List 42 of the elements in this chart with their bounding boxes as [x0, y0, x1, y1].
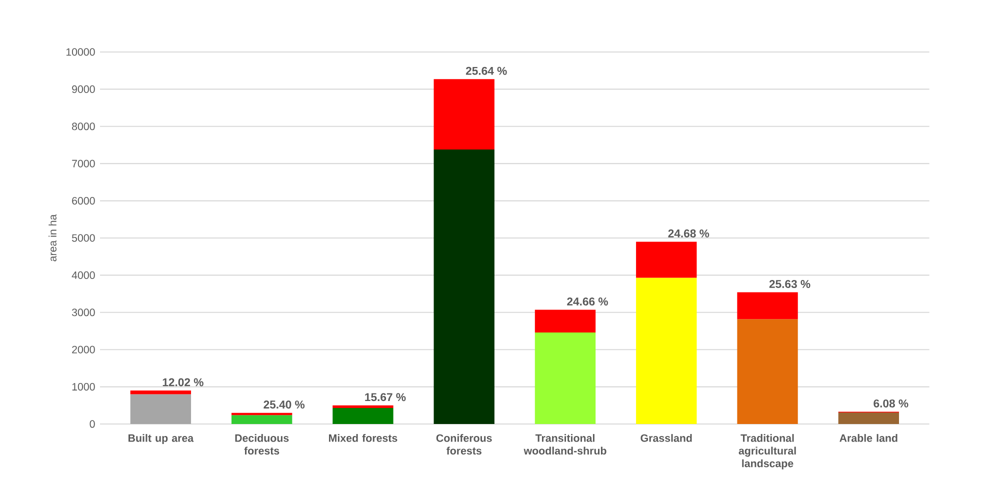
- bar: [534, 332, 596, 424]
- y-tick-label: 6000: [72, 197, 95, 205]
- x-tick-label: Coniferous forests: [436, 434, 492, 455]
- y-tick-label: 0: [90, 420, 95, 428]
- y-tick-label: 7000: [72, 160, 95, 168]
- annotation: 15.67 %: [365, 393, 406, 402]
- annotation: 6.08 %: [874, 399, 908, 408]
- bar: [332, 408, 394, 424]
- bar: [636, 278, 697, 424]
- annotation: 24.66 %: [567, 298, 608, 306]
- bar: [737, 292, 798, 320]
- bar: [130, 394, 192, 424]
- annotation: 24.68 %: [668, 229, 710, 238]
- annotation: 25.63 %: [769, 280, 810, 288]
- x-tick-label: Deciduous forests: [235, 434, 289, 455]
- bar: [838, 412, 899, 424]
- x-tick-label: Grassland: [640, 434, 692, 442]
- annotation: 25.64 %: [466, 66, 507, 75]
- y-tick-label: 8000: [72, 122, 95, 130]
- y-tick-label: 5000: [72, 234, 95, 242]
- y-tick-label: 4000: [72, 271, 95, 279]
- y-tick-label: 1000: [72, 383, 95, 391]
- bar: [434, 79, 494, 150]
- bar: [130, 390, 192, 394]
- bar: [434, 149, 494, 424]
- bar: [332, 405, 394, 408]
- x-tick-label: Transitional woodland-shrub: [524, 434, 606, 455]
- x-tick-label: Arable land: [840, 434, 898, 442]
- bar: [636, 242, 697, 278]
- y-tick-label: 3000: [72, 308, 95, 316]
- annotation: 12.02 %: [162, 378, 204, 386]
- bar: [534, 310, 596, 332]
- annotation: 25.40 %: [264, 400, 305, 409]
- y-tick-label: 2000: [72, 346, 95, 354]
- bar: [231, 415, 292, 424]
- x-tick-label: Built up area: [128, 434, 194, 444]
- bar: [737, 319, 798, 424]
- x-tick-label: Traditional agricultural landscape: [738, 434, 796, 470]
- y-tick-label: 10000: [66, 48, 95, 56]
- y-axis-title: area in ha: [48, 214, 56, 262]
- y-tick-label: 9000: [72, 85, 95, 93]
- x-tick-label: Mixed forests: [328, 434, 398, 442]
